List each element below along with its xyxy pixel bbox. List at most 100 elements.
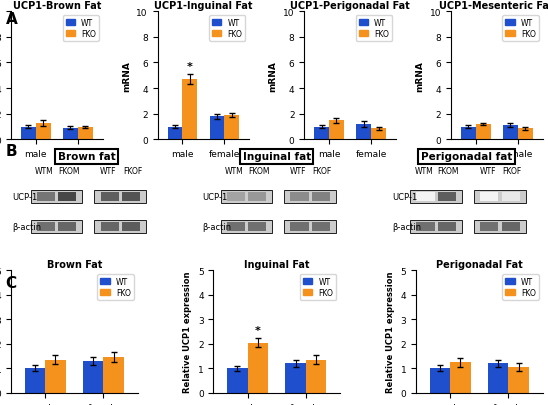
Bar <box>461 127 476 140</box>
Bar <box>306 360 327 393</box>
Bar <box>480 222 499 231</box>
Legend: WT, FKO: WT, FKO <box>356 16 392 42</box>
Text: WTM: WTM <box>225 166 244 175</box>
Bar <box>248 222 266 231</box>
Bar <box>63 128 78 140</box>
Bar <box>503 125 518 140</box>
Text: A: A <box>5 12 17 27</box>
Bar <box>94 221 146 233</box>
Bar <box>58 192 76 201</box>
Bar <box>168 127 182 140</box>
Bar <box>25 369 45 393</box>
Bar <box>248 343 268 393</box>
Bar <box>410 221 462 233</box>
Title: UCP1-Brown Fat: UCP1-Brown Fat <box>13 1 101 11</box>
Text: WTF: WTF <box>290 166 306 175</box>
Text: FKOF: FKOF <box>503 166 522 175</box>
Y-axis label: mRNA: mRNA <box>269 61 277 92</box>
Bar <box>416 192 435 201</box>
Y-axis label: Relative UCP1 expression: Relative UCP1 expression <box>184 271 192 392</box>
Bar <box>227 369 248 393</box>
Bar <box>83 361 104 393</box>
Y-axis label: mRNA: mRNA <box>122 61 131 92</box>
Text: UCP-1: UCP-1 <box>392 192 418 201</box>
Text: *: * <box>187 62 193 72</box>
Legend: WT, FKO: WT, FKO <box>503 16 539 42</box>
Bar <box>284 191 336 203</box>
Bar <box>371 129 386 140</box>
Bar <box>37 192 55 201</box>
Title: Inguinal Fat: Inguinal Fat <box>244 260 310 270</box>
Bar <box>36 124 50 140</box>
Title: Perigonadal Fat: Perigonadal Fat <box>436 260 523 270</box>
Text: FKOM: FKOM <box>58 166 79 175</box>
Bar <box>31 191 82 203</box>
Bar <box>488 364 509 393</box>
Bar <box>104 357 124 393</box>
Text: β-actin: β-actin <box>13 222 42 231</box>
Bar <box>284 221 336 233</box>
Bar <box>182 80 197 140</box>
Text: C: C <box>5 275 16 290</box>
Bar <box>101 222 119 231</box>
Title: Brown Fat: Brown Fat <box>47 260 102 270</box>
Bar <box>312 222 330 231</box>
Bar <box>220 221 272 233</box>
Text: Inguinal fat: Inguinal fat <box>243 152 311 162</box>
Bar <box>509 367 529 393</box>
Bar <box>122 192 140 201</box>
Text: UCP-1: UCP-1 <box>202 192 227 201</box>
Title: UCP1-Inguinal Fat: UCP1-Inguinal Fat <box>154 1 253 11</box>
Text: WTF: WTF <box>100 166 116 175</box>
Text: FKOF: FKOF <box>313 166 332 175</box>
Bar <box>476 125 490 140</box>
Bar <box>45 360 66 393</box>
Bar <box>101 192 119 201</box>
Bar <box>220 191 272 203</box>
Y-axis label: Relative UCP1 expression: Relative UCP1 expression <box>386 271 395 392</box>
Bar <box>314 127 329 140</box>
Text: FKOF: FKOF <box>123 166 142 175</box>
Bar <box>31 221 82 233</box>
Text: β-actin: β-actin <box>392 222 421 231</box>
Title: UCP1-Mesenteric Fat: UCP1-Mesenteric Fat <box>439 1 548 11</box>
Text: FKOM: FKOM <box>438 166 459 175</box>
Bar <box>329 121 344 140</box>
Bar <box>312 192 330 201</box>
Bar <box>438 222 456 231</box>
Text: Perigonadal fat: Perigonadal fat <box>421 152 512 162</box>
Text: β-actin: β-actin <box>202 222 231 231</box>
Text: WTF: WTF <box>480 166 496 175</box>
Bar <box>518 129 533 140</box>
Legend: WT, FKO: WT, FKO <box>503 274 539 300</box>
Bar <box>474 221 526 233</box>
Bar <box>94 191 146 203</box>
Bar <box>58 222 76 231</box>
Title: UCP1-Perigonadal Fat: UCP1-Perigonadal Fat <box>290 1 410 11</box>
Bar <box>290 222 309 231</box>
Text: UCP-1: UCP-1 <box>13 192 38 201</box>
Bar <box>410 191 462 203</box>
Text: Brown fat: Brown fat <box>58 152 116 162</box>
Bar <box>286 364 306 393</box>
Bar <box>210 117 225 140</box>
Legend: WT, FKO: WT, FKO <box>98 274 134 300</box>
Bar <box>225 116 239 140</box>
Bar <box>37 222 55 231</box>
Bar <box>356 125 371 140</box>
Bar <box>416 222 435 231</box>
Bar <box>248 192 266 201</box>
Bar <box>438 192 456 201</box>
Text: WTM: WTM <box>35 166 54 175</box>
Bar <box>430 369 450 393</box>
Bar <box>122 222 140 231</box>
Bar <box>480 192 499 201</box>
Bar <box>78 128 93 140</box>
Bar <box>227 192 245 201</box>
Bar <box>501 192 520 201</box>
Bar <box>450 362 471 393</box>
Y-axis label: mRNA: mRNA <box>415 61 424 92</box>
Text: B: B <box>5 144 17 159</box>
Text: FKOM: FKOM <box>248 166 269 175</box>
Text: WTM: WTM <box>415 166 433 175</box>
